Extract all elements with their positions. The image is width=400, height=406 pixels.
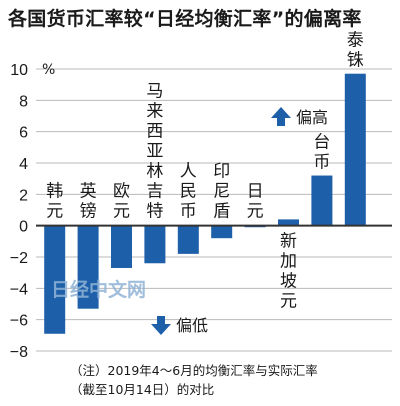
y-tick-label: 8: [19, 93, 28, 110]
down-arrow-icon: [151, 316, 171, 335]
category-label: 泰铢: [347, 31, 364, 71]
bar-10: [344, 73, 366, 226]
category-label: 日元: [247, 182, 264, 222]
y-tick-label: 2: [19, 187, 28, 204]
category-label: 韩元: [46, 182, 63, 222]
y-tick-label: 10: [10, 62, 28, 79]
category-label: 欧元: [113, 182, 130, 222]
category-label: 英镑: [80, 182, 97, 222]
y-tick-label: 0: [19, 219, 28, 236]
bar-9: [311, 175, 333, 226]
footnote: （注）2019年4～6月的均衡汇率与实际汇率 （截至10月14日）的对比: [70, 361, 318, 399]
bar-1: [44, 225, 66, 334]
category-label: 人民币: [180, 162, 197, 222]
watermark: 日经中文网: [51, 278, 146, 301]
y-tick-label: −8: [10, 344, 28, 361]
category-label: 台币: [313, 133, 330, 173]
y-unit-label: %: [42, 62, 55, 78]
y-tick-label: 4: [19, 156, 28, 173]
y-tick-label: 6: [19, 125, 28, 142]
bar-5: [177, 225, 199, 254]
axis-layer: 10 8 6 4 2 0 −2 −4 −6 −8%: [10, 62, 392, 361]
annotation-high: 偏高: [296, 108, 328, 127]
watermark-text: 日经中文网: [51, 278, 146, 301]
page-title: 各国货币汇率较“日经均衡汇率”的偏离率: [8, 8, 362, 30]
category-label: 新加坡元: [280, 232, 297, 312]
bar-8: [278, 219, 299, 226]
y-tick-label: −2: [10, 250, 28, 267]
bar-2: [77, 225, 99, 309]
y-tick-label: −6: [10, 313, 28, 330]
bar-4: [144, 225, 166, 264]
y-tick-label: −4: [10, 281, 28, 298]
bar-3: [111, 225, 132, 268]
annotation-low: 偏低: [176, 316, 208, 335]
category-label: 印尼盾: [213, 162, 230, 222]
bar-layer: [44, 73, 366, 334]
footnote-line-1: （注）2019年4～6月的均衡汇率与实际汇率: [70, 363, 318, 378]
footnote-line-2: （截至10月14日）的对比: [70, 382, 215, 397]
category-label: 马来西亚林吉特: [146, 82, 163, 222]
grid-layer: [36, 68, 392, 352]
up-arrow-icon: [271, 107, 291, 126]
bar-6: [211, 225, 233, 239]
